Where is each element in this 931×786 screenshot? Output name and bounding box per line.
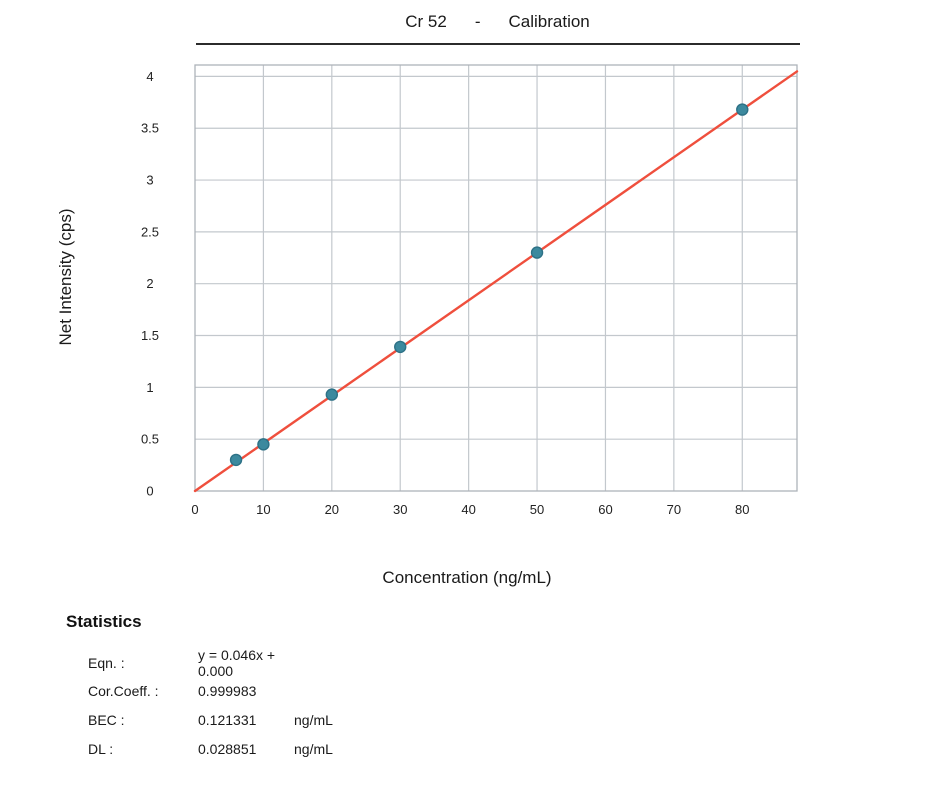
y-tick-label: 4	[146, 69, 153, 84]
x-axis-label: Concentration (ng/mL)	[382, 568, 552, 587]
x-tick-label: 10	[256, 502, 270, 517]
data-point	[530, 246, 544, 259]
y-tick-label: 3.5	[141, 121, 159, 136]
stat-row-eqn: Eqn. : y = 0.046x + 0.000	[66, 647, 333, 679]
stat-unit: ng/mL	[294, 740, 333, 757]
x-tick-label: 30	[393, 502, 407, 517]
y-tick-label: 0	[146, 484, 153, 499]
stat-value: y = 0.046x + 0.000	[198, 647, 276, 679]
chart-title: Cr 52 - Calibration	[195, 12, 800, 32]
y-tick-label: 3	[146, 173, 153, 188]
y-tick-label: 1.5	[141, 328, 159, 343]
stat-value: 0.999983	[198, 682, 257, 699]
chart-title-element: Cr 52	[405, 12, 447, 31]
title-underline	[196, 43, 800, 45]
stat-row-bec: BEC : 0.121331 ng/mL	[66, 705, 333, 734]
y-tick-label: 2.5	[141, 224, 159, 239]
stat-unit: ng/mL	[294, 711, 333, 728]
statistics-heading: Statistics	[66, 612, 142, 631]
x-tick-label: 60	[598, 502, 612, 517]
stat-row-dl: DL : 0.028851 ng/mL	[66, 734, 333, 763]
data-point	[325, 388, 339, 401]
x-tick-label: 70	[667, 502, 681, 517]
plot-border	[194, 64, 798, 492]
data-point	[229, 453, 243, 467]
x-tick-label: 80	[735, 502, 749, 517]
stat-label: Cor.Coeff. :	[88, 682, 159, 699]
data-point	[736, 103, 749, 116]
y-tick-label: 1	[146, 380, 153, 395]
fit-line	[193, 70, 799, 493]
x-tick-label: 40	[461, 502, 475, 517]
stat-value: 0.121331	[198, 711, 257, 728]
stat-value: 0.028851	[198, 740, 257, 757]
x-tick-label: 0	[191, 502, 198, 517]
data-point	[257, 438, 270, 451]
x-tick-label: 20	[325, 502, 339, 517]
statistics-rows: Eqn. : y = 0.046x + 0.000 Cor.Coeff. : 0…	[66, 647, 333, 763]
y-tick-label: 0.5	[141, 432, 159, 447]
chart-title-text: Calibration	[508, 12, 590, 31]
stat-label: DL :	[88, 740, 114, 757]
stat-row-corcoeff: Cor.Coeff. : 0.999983	[66, 676, 333, 705]
calibration-chart: 0 10 20 30 40 50 60 70 80 0 0.5 1 1.5 2 2.5 3 3.5 4	[141, 64, 799, 517]
x-tick-label: 50	[530, 502, 544, 517]
y-tick-label: 2	[146, 276, 153, 291]
stat-label: BEC :	[88, 711, 125, 728]
data-point	[394, 340, 407, 354]
stat-label: Eqn. :	[88, 655, 125, 671]
chart-title-dash: -	[474, 12, 481, 31]
statistics-section: Statistics Eqn. : y = 0.046x + 0.000 Cor…	[66, 612, 333, 763]
